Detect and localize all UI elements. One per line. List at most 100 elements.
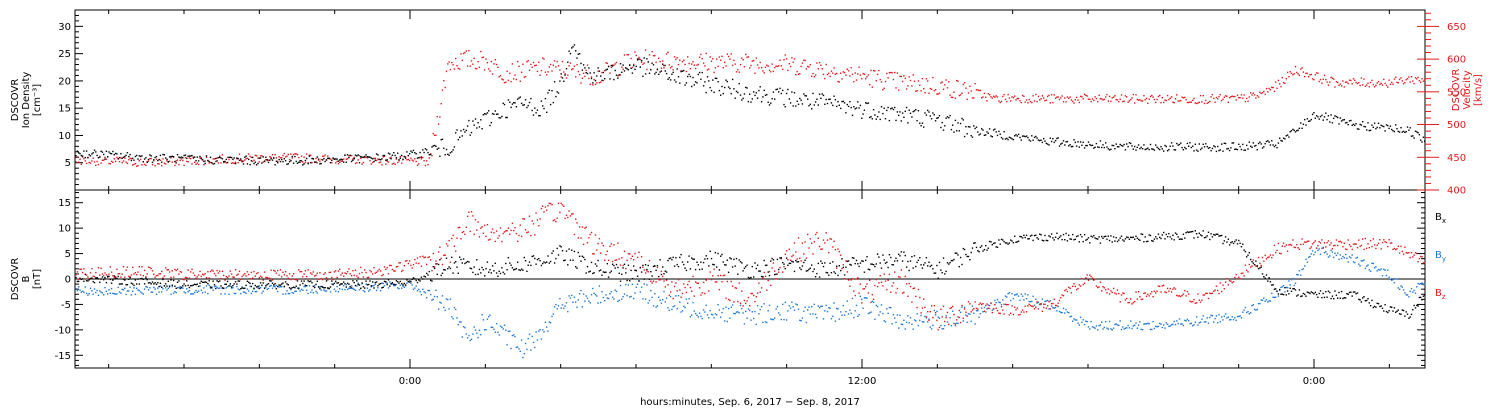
by-series-point (1053, 307, 1055, 309)
by-series-point (1049, 300, 1051, 302)
velocity-series-point (165, 163, 167, 165)
by-series-point (787, 310, 789, 312)
by-series-point (1264, 300, 1266, 302)
velocity-series-point (365, 156, 367, 158)
velocity-series-point (1045, 99, 1047, 101)
bx-series-point (689, 268, 692, 270)
bz-series-point (898, 276, 900, 278)
by-series-point (1343, 257, 1345, 259)
velocity-series-point (811, 75, 813, 77)
velocity-series-point (1342, 80, 1344, 82)
density-series-point (278, 158, 280, 161)
by-series-point (865, 297, 867, 299)
density-series-point (167, 161, 169, 163)
by-series-point (1086, 320, 1088, 323)
by-series-point (1404, 292, 1406, 294)
velocity-series-point (803, 59, 805, 61)
bx-series-point (766, 264, 768, 266)
bz-series-point (1401, 250, 1403, 253)
density-series-point (419, 151, 421, 154)
velocity-series-point (668, 64, 670, 66)
velocity-series-point (1190, 101, 1192, 103)
bx-series-point (534, 257, 536, 260)
by-series-point (817, 305, 819, 307)
bx-series-point (869, 269, 871, 271)
velocity-series-point (433, 134, 436, 136)
bz-series-point (973, 308, 975, 310)
bz-series-point (1029, 304, 1032, 307)
bz-series-point (1276, 249, 1278, 252)
bx-series-point (223, 287, 225, 289)
density-series-point (851, 114, 854, 116)
density-series-point (197, 160, 200, 162)
by-series-point (474, 329, 477, 331)
velocity-series-point (722, 67, 724, 69)
velocity-series-point (1116, 99, 1119, 101)
by-series-point (453, 306, 456, 309)
bx-series-point (680, 253, 682, 256)
bx-series-point (132, 283, 134, 285)
density-series-point (1359, 123, 1361, 126)
velocity-series-point (1007, 93, 1009, 96)
bz-series-point (1372, 238, 1374, 240)
bz-series-point (1305, 241, 1307, 243)
by-series-point (1153, 327, 1156, 330)
bx-series-point (456, 266, 458, 268)
bx-series-point (592, 272, 594, 275)
velocity-series-point (120, 157, 122, 159)
velocity-series-point (159, 159, 162, 161)
bx-series-point (580, 260, 582, 262)
by-series-point (1236, 315, 1239, 318)
bz-series-point (983, 310, 986, 312)
by-series-point (702, 309, 705, 311)
bz-series-point (1077, 287, 1079, 290)
density-series-point (812, 92, 814, 95)
bx-series-point (753, 276, 755, 278)
by-series-point (1286, 287, 1289, 289)
bz-series-point (337, 270, 340, 272)
density-series-point (1173, 149, 1175, 151)
bx-series-point (600, 269, 602, 271)
density-series-point (1297, 129, 1299, 131)
velocity-series-point (274, 154, 276, 156)
bz-series-point (1213, 290, 1215, 292)
bz-series-point (223, 274, 225, 277)
density-series-point (1193, 150, 1195, 152)
velocity-series-point (149, 157, 151, 160)
density-series-point (783, 103, 785, 106)
bx-series-point (430, 279, 432, 282)
density-series-point (636, 59, 639, 61)
velocity-series-point (158, 163, 160, 165)
by-series-point (795, 303, 797, 305)
bz-series-point (503, 231, 506, 233)
bz-series-point (120, 276, 122, 278)
density-series-point (917, 110, 920, 112)
bx-series-point (568, 248, 570, 250)
density-series-point (865, 102, 867, 104)
velocity-series-point (780, 65, 782, 67)
velocity-series-point (1344, 81, 1347, 83)
by-series-point (1159, 322, 1161, 325)
velocity-series-point (1313, 79, 1315, 81)
by-series-point (271, 287, 274, 289)
density-series-point (1290, 130, 1293, 132)
density-series-point (401, 154, 403, 157)
by-series-point (987, 304, 989, 306)
velocity-series-point (481, 56, 483, 59)
by-series-point (489, 314, 491, 316)
bz-series-point (1111, 291, 1113, 294)
bx-series-point (427, 274, 429, 276)
density-series-point (1235, 148, 1237, 150)
bz-series-point (462, 230, 465, 233)
bz-series-point (872, 298, 875, 300)
bz-series-point (573, 233, 576, 236)
density-series-point (273, 157, 275, 159)
bz-series-point (698, 287, 701, 289)
density-series-point (685, 82, 688, 84)
velocity-series-point (979, 89, 982, 92)
velocity-series-point (387, 161, 390, 163)
density-series-point (1094, 146, 1096, 148)
by-series-point (1015, 294, 1017, 296)
by-series-point (896, 314, 899, 316)
velocity-series-point (126, 162, 129, 165)
